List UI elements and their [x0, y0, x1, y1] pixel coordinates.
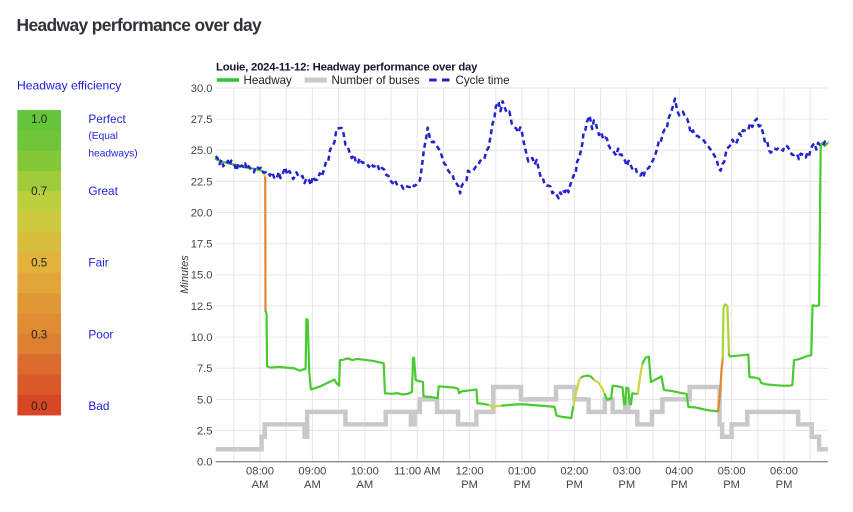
svg-text:11:00 AM: 11:00 AM — [394, 466, 440, 478]
svg-text:PM: PM — [566, 479, 583, 491]
svg-text:0.7: 0.7 — [31, 185, 47, 198]
svg-text:AM: AM — [304, 479, 321, 491]
svg-text:02:00: 02:00 — [560, 466, 588, 478]
svg-text:5.0: 5.0 — [197, 394, 213, 406]
svg-text:0.0: 0.0 — [31, 400, 47, 413]
svg-text:Headway: Headway — [244, 74, 293, 87]
svg-text:09:00: 09:00 — [298, 466, 326, 478]
svg-text:20.0: 20.0 — [191, 207, 213, 219]
svg-text:1.0: 1.0 — [31, 113, 47, 126]
svg-text:04:00: 04:00 — [665, 466, 693, 478]
svg-text:Cycle time: Cycle time — [456, 74, 510, 87]
svg-text:12.5: 12.5 — [191, 301, 213, 313]
svg-text:PM: PM — [461, 479, 478, 491]
svg-text:15.0: 15.0 — [191, 270, 213, 282]
svg-text:PM: PM — [776, 479, 793, 491]
svg-text:05:00: 05:00 — [718, 466, 746, 478]
svg-text:Headway performance over day: Headway performance over day — [17, 15, 263, 35]
svg-text:2.5: 2.5 — [197, 425, 213, 437]
svg-text:10.0: 10.0 — [191, 332, 213, 344]
svg-text:03:00: 03:00 — [613, 466, 641, 478]
svg-text:headways): headways) — [88, 148, 137, 159]
svg-text:Minutes: Minutes — [179, 255, 191, 294]
svg-text:PM: PM — [671, 479, 688, 491]
svg-text:Poor: Poor — [88, 327, 113, 341]
svg-text:PM: PM — [618, 479, 635, 491]
svg-text:Louie, 2024-11-12: Headway per: Louie, 2024-11-12: Headway performance o… — [216, 62, 478, 74]
svg-text:PM: PM — [723, 479, 740, 491]
svg-text:(Equal: (Equal — [88, 131, 117, 142]
svg-text:Headway efficiency: Headway efficiency — [17, 79, 122, 93]
svg-text:AM: AM — [356, 479, 373, 491]
svg-text:01:00: 01:00 — [508, 466, 536, 478]
svg-text:AM: AM — [252, 479, 269, 491]
svg-text:0.5: 0.5 — [31, 257, 47, 270]
svg-text:Fair: Fair — [88, 256, 108, 270]
svg-text:0.3: 0.3 — [31, 328, 47, 341]
svg-text:Perfect: Perfect — [88, 112, 126, 126]
svg-text:Number of buses: Number of buses — [332, 74, 420, 87]
svg-text:25.0: 25.0 — [191, 145, 213, 157]
svg-text:10:00: 10:00 — [351, 466, 379, 478]
svg-text:17.5: 17.5 — [191, 239, 213, 251]
svg-text:08:00: 08:00 — [246, 466, 274, 478]
svg-text:0.0: 0.0 — [197, 457, 213, 469]
svg-text:12:00: 12:00 — [456, 466, 484, 478]
svg-text:30.0: 30.0 — [191, 83, 213, 95]
svg-text:22.5: 22.5 — [191, 176, 213, 188]
svg-text:PM: PM — [514, 479, 531, 491]
svg-text:Bad: Bad — [88, 399, 109, 413]
svg-text:7.5: 7.5 — [197, 363, 213, 375]
svg-text:Great: Great — [88, 184, 118, 198]
svg-text:27.5: 27.5 — [191, 114, 213, 126]
svg-text:06:00: 06:00 — [770, 466, 798, 478]
